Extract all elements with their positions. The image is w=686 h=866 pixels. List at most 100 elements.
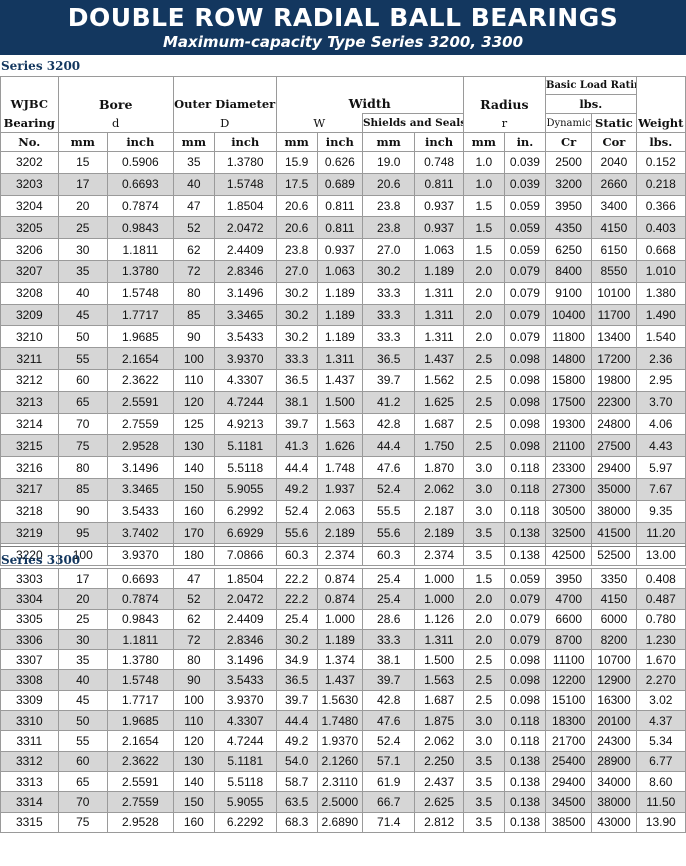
table-cell: 3212 (0, 368, 59, 392)
table-cell: 6150 (591, 238, 637, 261)
table-cell: 3.02 (635, 689, 686, 712)
table-cell: 0.937 (414, 194, 464, 218)
table-cell: 8200 (591, 628, 637, 651)
table-cell: 35 (172, 151, 215, 174)
table-row: 3214 70 2.7559 125 4.9213 39.7 1.563 42.8 1.687 2… (0, 412, 686, 436)
table-cell: 3306 (0, 628, 59, 651)
table-cell: 21100 (544, 434, 593, 458)
table-cell: 1.437 (316, 368, 363, 392)
table-cell: 58.7 (275, 770, 318, 793)
table-cell: 41500 (591, 521, 637, 545)
table-cell: 11100 (545, 649, 593, 671)
table-cell: 25.4 (361, 588, 416, 610)
header-inch: inch (316, 132, 363, 152)
header-inch: inch (414, 132, 464, 152)
table-cell: 1.5748 (106, 281, 174, 305)
table-cell: 19800 (591, 368, 637, 392)
table-cell: 5.9055 (213, 791, 277, 813)
table-cell: 20100 (591, 710, 637, 732)
table-cell: 1.5748 (213, 172, 277, 196)
table-cell: 42.8 (361, 689, 416, 712)
table-cell: 1.670 (635, 649, 686, 671)
table-cell: 30.2 (275, 303, 318, 327)
table-row: 3314 70 2.7559 150 5.9055 63.5 2.5000 66.7 2.625… (0, 791, 686, 813)
table-cell: 1.540 (635, 325, 686, 349)
table-cell: 17200 (591, 347, 637, 370)
table-cell: 2.8346 (213, 628, 277, 651)
table-cell: 2660 (591, 172, 637, 196)
table-cell: 1.748 (316, 456, 363, 479)
table-cell: 3312 (0, 750, 59, 772)
table-cell: 3214 (0, 412, 59, 436)
table-cell: 85 (57, 477, 108, 501)
table-cell: 170 (172, 521, 215, 545)
header-in: in. (503, 132, 547, 152)
table-cell: 0.098 (503, 689, 547, 712)
table-cell: 160 (172, 499, 215, 523)
table-cell: 3200 (544, 172, 593, 196)
table-cell: 1.1811 (106, 628, 174, 651)
table-row: 3207 35 1.3780 72 2.8346 27.0 1.063 30.2 1.189 2.… (0, 259, 686, 283)
table-cell: 0.059 (503, 567, 547, 590)
table-cell: 3.5 (462, 791, 505, 813)
table-cell: 2.5591 (106, 770, 174, 793)
table-cell: 1.500 (414, 649, 464, 671)
table-cell: 3314 (0, 791, 59, 813)
table-cell: 0.118 (503, 730, 547, 752)
table-cell: 80 (172, 281, 215, 305)
series-3200-table: Basic Load Rating WJBC Bore Outer Diamet… (0, 76, 686, 567)
table-cell: 0.098 (503, 434, 547, 458)
table-cell: 11.50 (635, 791, 686, 813)
table-cell: 8550 (591, 259, 637, 283)
table-cell: 12900 (591, 669, 637, 691)
table-cell: 52 (172, 216, 215, 240)
table-cell: 30 (57, 628, 108, 651)
table-cell: 130 (172, 434, 215, 458)
table-cell: 3206 (0, 238, 59, 261)
table-cell: 9.35 (635, 499, 686, 523)
table-cell: 62 (172, 608, 215, 630)
table-row: 3219 95 3.7402 170 6.6929 55.6 2.189 55.6 2.189 3… (0, 521, 686, 545)
table-cell: 0.098 (503, 412, 547, 436)
table-cell: 11.20 (635, 521, 686, 545)
table-cell: 1.687 (414, 412, 464, 436)
table-cell: 1.189 (316, 325, 363, 349)
header-od-symbol: D (172, 113, 277, 133)
table-cell: 30.2 (275, 325, 318, 349)
table-cell: 2.5 (462, 434, 505, 458)
table-row: 3304 20 0.7874 52 2.0472 22.2 0.874 25.4 1.000 2.… (0, 588, 686, 610)
table-cell: 49.2 (275, 730, 318, 752)
table-cell: 7.67 (635, 477, 686, 501)
table-cell: 1.750 (414, 434, 464, 458)
table-cell: 1.380 (635, 281, 686, 305)
table-cell: 22.2 (275, 567, 318, 590)
table-cell: 3.0 (462, 456, 505, 479)
table-cell: 2.4409 (213, 608, 277, 630)
table-cell: 3204 (0, 194, 59, 218)
table-cell: 4700 (545, 588, 593, 610)
table-cell: 3215 (0, 434, 59, 458)
table-cell: 0.079 (503, 628, 547, 651)
table-cell: 41.2 (361, 390, 416, 414)
table-row: 3305 25 0.9843 62 2.4409 25.4 1.000 28.6 1.126 2.… (0, 608, 686, 630)
table-cell: 35000 (591, 477, 637, 501)
table-row: 3206 30 1.1811 62 2.4409 23.8 0.937 27.0 1.063 1.… (0, 238, 686, 261)
table-cell: 3.5433 (213, 325, 277, 349)
table-cell: 1.8504 (213, 194, 277, 218)
header-load-rating: Basic Load Rating (545, 76, 637, 95)
table-cell: 2.0472 (213, 588, 277, 610)
table-cell: 95 (57, 521, 108, 545)
table-cell: 12200 (545, 669, 593, 691)
header-shields-seals: Shields and Seals (361, 113, 464, 133)
table-cell: 1.3780 (106, 649, 174, 671)
table-cell: 0.079 (503, 303, 547, 327)
table-cell: 2.0 (462, 281, 505, 305)
table-cell: 4.3307 (213, 368, 277, 392)
table-cell: 33.3 (275, 347, 318, 370)
table-cell: 1.3780 (213, 151, 277, 174)
table-cell: 11800 (544, 325, 593, 349)
table-cell: 2.0 (462, 259, 505, 283)
table-cell: 3.5 (462, 521, 505, 545)
table-cell: 0.118 (503, 477, 547, 501)
table-cell: 40 (172, 172, 215, 196)
